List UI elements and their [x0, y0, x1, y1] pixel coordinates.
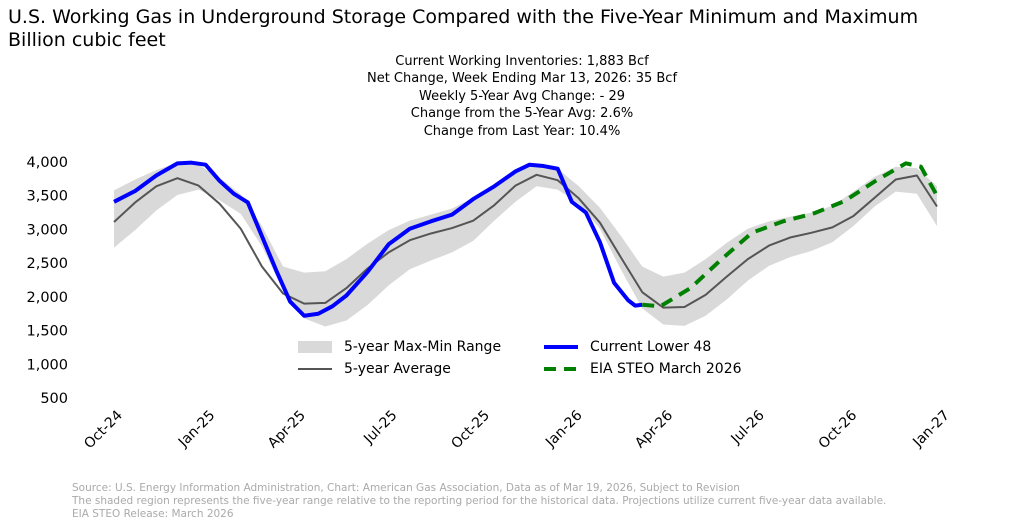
- y-tick-label: 1,500: [26, 324, 68, 340]
- footer-note: The shaded region represents the five-ye…: [72, 495, 887, 507]
- legend-item-steo: EIA STEO March 2026: [544, 359, 742, 379]
- y-tick-label: 2,000: [26, 290, 68, 306]
- x-tick-label: Oct-24: [81, 407, 126, 452]
- chart-footer: Source: U.S. Energy Information Administ…: [72, 482, 886, 521]
- footer-steo-release: EIA STEO Release: March 2026: [72, 508, 234, 520]
- legend-item-average: 5-year Average: [298, 359, 451, 379]
- stat-net-change: Net Change, Week Ending Mar 13, 2026: 35…: [366, 71, 678, 87]
- y-tick-label: 500: [40, 391, 68, 407]
- stats-box: Current Working Inventories: 1,883 Bcf N…: [344, 53, 700, 141]
- steo-line: [642, 161, 939, 309]
- stat-change-5yr-avg: Change from the 5-Year Avg: 2.6%: [410, 106, 634, 122]
- stat-current-inventories: Current Working Inventories: 1,883 Bcf: [395, 54, 649, 69]
- x-tick-label: Jul-25: [360, 408, 400, 448]
- x-tick-label: Apr-25: [265, 408, 309, 452]
- current-line: [113, 160, 643, 318]
- legend-label-average: 5-year Average: [344, 361, 451, 377]
- stat-change-last-year: Change from Last Year: 10.4%: [423, 123, 621, 139]
- chart-subtitle: Billion cubic feet: [8, 29, 166, 51]
- legend-swatch-average: [298, 368, 332, 370]
- legend-item-range: 5-year Max-Min Range: [298, 337, 501, 357]
- y-tick-label: 3,500: [26, 189, 68, 205]
- y-tick-label: 4,000: [26, 155, 68, 171]
- x-tick-label: Jan-27: [909, 408, 952, 451]
- x-tick-label: Oct-26: [816, 407, 861, 452]
- legend-label-range: 5-year Max-Min Range: [344, 339, 502, 355]
- stat-weekly-avg-change: Weekly 5-Year Avg Change: - 29: [419, 88, 625, 104]
- y-tick-label: 2,500: [26, 256, 68, 272]
- x-tick-label: Apr-26: [632, 407, 676, 451]
- chart-title: U.S. Working Gas in Underground Storage …: [8, 6, 919, 28]
- footer-source: Source: U.S. Energy Information Administ…: [72, 482, 740, 494]
- x-tick-label: Jan-26: [542, 407, 586, 451]
- legend-label-current: Current Lower 48: [590, 339, 712, 355]
- legend-swatch-steo: [544, 367, 578, 371]
- legend-item-current: Current Lower 48: [544, 337, 711, 357]
- legend-swatch-range: [298, 341, 332, 353]
- y-tick-label: 3,000: [26, 222, 68, 238]
- legend-swatch-current: [544, 345, 578, 349]
- average-line: [113, 173, 938, 309]
- x-tick-label: Jul-26: [728, 407, 768, 447]
- x-tick-label: Jan-25: [175, 408, 218, 451]
- range-band: [114, 162, 937, 327]
- y-tick-label: 1,000: [26, 357, 68, 373]
- x-tick-label: Oct-25: [448, 408, 493, 453]
- legend-label-steo: EIA STEO March 2026: [590, 361, 742, 377]
